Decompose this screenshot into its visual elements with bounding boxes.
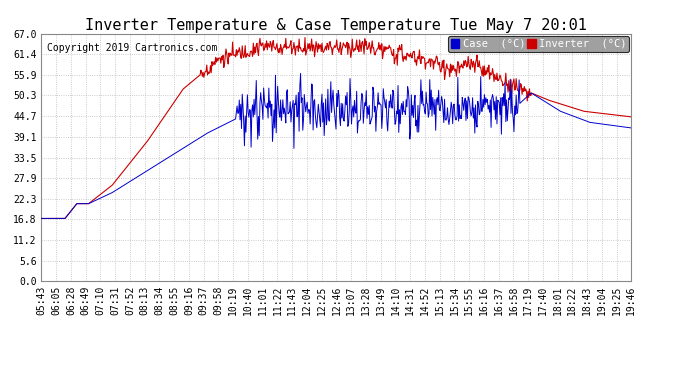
- Text: Copyright 2019 Cartronics.com: Copyright 2019 Cartronics.com: [48, 43, 217, 53]
- Title: Inverter Temperature & Case Temperature Tue May 7 20:01: Inverter Temperature & Case Temperature …: [86, 18, 587, 33]
- Legend: Case  (°C), Inverter  (°C): Case (°C), Inverter (°C): [448, 36, 629, 52]
